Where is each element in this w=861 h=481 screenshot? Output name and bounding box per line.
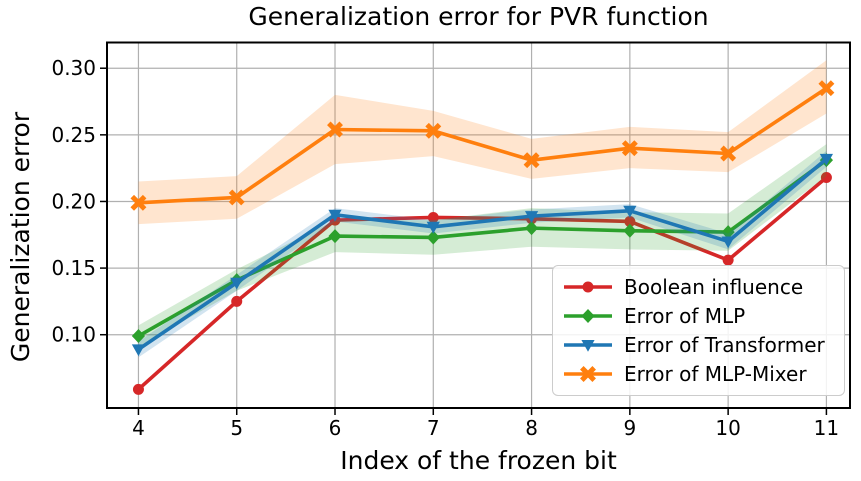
legend-marker-diamond-icon (564, 308, 612, 323)
legend-marker-circle-icon (564, 281, 612, 293)
y-tick-label: 0.30 (51, 56, 96, 80)
legend-label: Error of Transformer (624, 333, 825, 358)
tick-labels: 4 5 6 7 8 9 10 11 0.10 0.15 0.20 0.25 0.30 (51, 56, 839, 440)
axis-ticks (100, 67, 828, 415)
legend-item: Error of MLP-Mixer (562, 360, 834, 388)
x-tick-label: 6 (329, 416, 342, 440)
series-error-of-mlp-mixer (130, 60, 835, 225)
x-tick-label: 5 (230, 416, 243, 440)
x-tick-label: 8 (525, 416, 538, 440)
legend-marker-x-icon (564, 366, 612, 383)
legend-marker-triangle-down-icon (564, 340, 612, 352)
x-tick-label: 4 (132, 416, 145, 440)
series-error-of-transformer (131, 150, 834, 358)
x-tick-label: 10 (715, 416, 740, 440)
confidence-band (138, 144, 827, 347)
legend-item: Error of Transformer (562, 331, 834, 359)
x-tick-label: 11 (814, 416, 839, 440)
legend-label: Error of MLP-Mixer (624, 362, 807, 387)
series-line (138, 86, 828, 205)
x-axis-label: Index of the frozen bit (340, 446, 617, 475)
legend-item: Boolean influence (562, 273, 834, 301)
y-tick-label: 0.20 (51, 189, 96, 213)
plot-border (106, 41, 851, 409)
y-tick-label: 0.15 (51, 256, 96, 280)
y-tick-label: 0.10 (51, 323, 96, 347)
y-axis-label: Generalization error (6, 111, 35, 363)
legend-label: Error of MLP (624, 303, 746, 328)
legend-item: Error of MLP (562, 302, 834, 330)
chart-title: Generalization error for PVR function (248, 2, 709, 31)
confidence-band (138, 60, 827, 225)
series-line (137, 157, 828, 351)
legend: Boolean influence Error of MLP Error of … (552, 265, 845, 396)
x-tick-label: 9 (623, 416, 636, 440)
x-tick-label: 7 (427, 416, 440, 440)
y-tick-label: 0.25 (51, 123, 96, 147)
legend-label: Boolean influence (624, 274, 804, 299)
series-line (137, 176, 828, 391)
